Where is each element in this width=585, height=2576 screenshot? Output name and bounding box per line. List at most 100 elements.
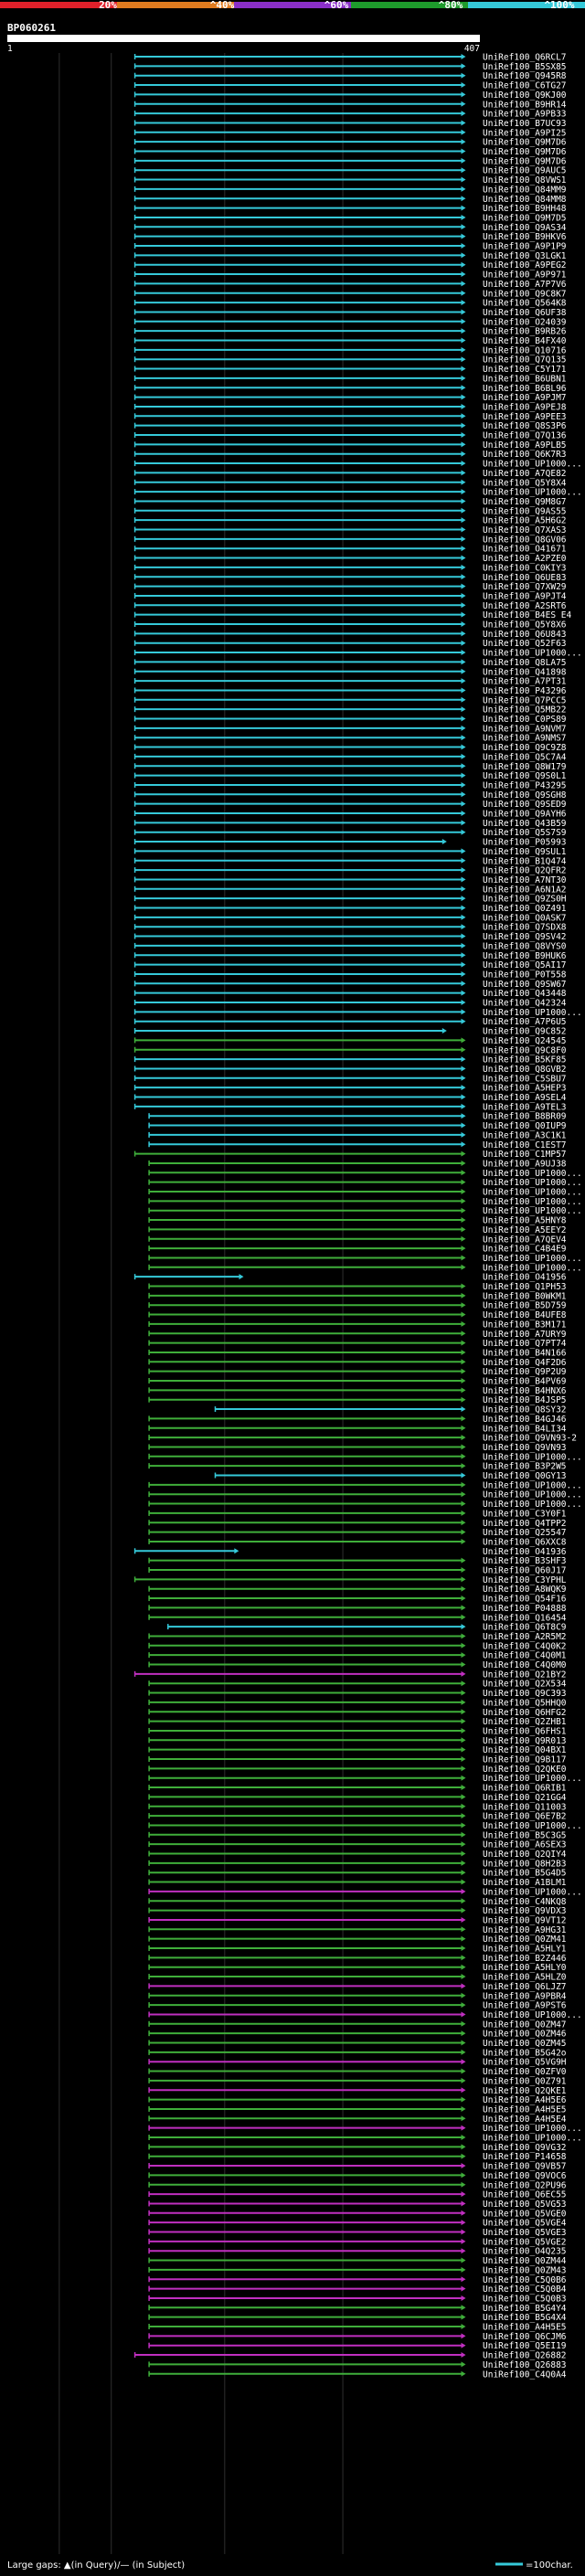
hit-row[interactable]: UniRef100_A7PT31 — [133, 677, 567, 687]
hit-label[interactable]: UniRef100_UP1000... — [483, 1500, 582, 1510]
hit-row[interactable]: UniRef100_UP1000... — [148, 1254, 582, 1264]
hit-row[interactable]: UniRef100_C5SBU7 — [133, 1074, 567, 1084]
hit-label[interactable]: UniRef100_A9PB33 — [483, 110, 567, 120]
hit-label[interactable]: UniRef100_B5G4D5 — [483, 1869, 567, 1879]
hit-row[interactable]: UniRef100_O41936 — [133, 1547, 567, 1557]
hit-row[interactable]: UniRef100_Q1PH53 — [148, 1282, 567, 1292]
hit-row[interactable]: UniRef100_Q2X534 — [148, 1680, 567, 1690]
hit-row[interactable]: UniRef100_Q0ZM46 — [148, 2030, 567, 2040]
hit-row[interactable]: UniRef100_A9PLB5 — [133, 440, 567, 451]
hit-row[interactable]: UniRef100_Q9B117 — [148, 1755, 567, 1765]
hit-label[interactable]: UniRef100_Q9SW67 — [483, 980, 567, 990]
hit-label[interactable]: UniRef100_A4H5E5 — [483, 2323, 567, 2333]
hit-label[interactable]: UniRef100_B9HH48 — [483, 204, 567, 214]
hit-label[interactable]: UniRef100_Q9M7D6 — [483, 138, 567, 148]
hit-row[interactable]: UniRef100_A9HG31 — [148, 1925, 567, 1935]
hit-row[interactable]: UniRef100_C4Q0A4 — [148, 2369, 567, 2380]
hit-label[interactable]: UniRef100_O41936 — [483, 1547, 567, 1557]
hit-label[interactable]: UniRef100_C5Q0B6 — [483, 2275, 567, 2285]
hit-row[interactable]: UniRef100_Q2QKE1 — [148, 2086, 567, 2096]
hit-label[interactable]: UniRef100_Q9SUL1 — [483, 847, 567, 857]
hit-row[interactable]: UniRef100_B5G4Y4 — [148, 2304, 567, 2314]
hit-row[interactable]: UniRef100_B3M171 — [148, 1320, 567, 1330]
hit-row[interactable]: UniRef100_A9TEL3 — [133, 1102, 567, 1112]
hit-row[interactable]: UniRef100_Q41898 — [133, 667, 567, 677]
hit-label[interactable]: UniRef100_Q8GVB2 — [483, 1065, 567, 1075]
hit-label[interactable]: UniRef100_Q6EC55 — [483, 2190, 567, 2200]
hit-label[interactable]: UniRef100_Q84MM9 — [483, 185, 567, 195]
hit-label[interactable]: UniRef100_C4Q0K2 — [483, 1641, 567, 1651]
hit-row[interactable]: UniRef100_Q9VN93 — [148, 1443, 567, 1453]
hit-label[interactable]: UniRef100_Q0GY13 — [483, 1471, 567, 1481]
hit-label[interactable]: UniRef100_Q8W179 — [483, 762, 567, 772]
hit-row[interactable]: UniRef100_C1EST7 — [148, 1140, 567, 1150]
hit-row[interactable]: UniRef100_B9HKV6 — [133, 232, 567, 242]
hit-row[interactable]: UniRef100_Q9SGH8 — [133, 790, 567, 800]
hit-row[interactable]: UniRef100_A5HLY1 — [148, 1945, 567, 1955]
hit-label[interactable]: UniRef100_UP1000... — [483, 1263, 582, 1273]
hit-label[interactable]: UniRef100_C5Q0B3 — [483, 2294, 567, 2304]
hit-label[interactable]: UniRef100_UP1000... — [483, 1206, 582, 1216]
hit-row[interactable]: UniRef100_A9SEL4 — [133, 1093, 567, 1103]
hit-label[interactable]: UniRef100_Q16454 — [483, 1613, 567, 1623]
hit-row[interactable]: UniRef100_Q9SUL1 — [133, 847, 567, 857]
hit-label[interactable]: UniRef100_A9PLB5 — [483, 440, 567, 451]
hit-row[interactable]: UniRef100_Q8S3P6 — [133, 421, 567, 431]
hit-label[interactable]: UniRef100_Q6HFG2 — [483, 1708, 567, 1718]
hit-row[interactable]: UniRef100_B6UBN1 — [133, 374, 567, 384]
hit-row[interactable]: UniRef100_UP1000... — [148, 1197, 582, 1207]
hit-row[interactable]: UniRef100_UP1000... — [133, 488, 582, 498]
hit-label[interactable]: UniRef100_A2PZE0 — [483, 554, 567, 564]
hit-label[interactable]: UniRef100_P0T558 — [483, 970, 567, 980]
hit-label[interactable]: UniRef100_P04888 — [483, 1604, 567, 1614]
hit-label[interactable]: UniRef100_Q7XW29 — [483, 582, 567, 592]
hit-label[interactable]: UniRef100_UP1000... — [483, 1178, 582, 1188]
hit-label[interactable]: UniRef100_B4HNX6 — [483, 1386, 567, 1396]
hit-label[interactable]: UniRef100_Q2ZHB1 — [483, 1717, 567, 1727]
hit-row[interactable]: UniRef100_A4H5E6 — [148, 2095, 567, 2105]
hit-row[interactable]: UniRef100_P04888 — [148, 1604, 567, 1614]
hit-label[interactable]: UniRef100_Q0ASK7 — [483, 913, 567, 923]
hit-row[interactable]: UniRef100_C5Q0B4 — [148, 2284, 567, 2295]
hit-row[interactable]: UniRef100_Q8LA75 — [133, 658, 567, 668]
hit-row[interactable]: UniRef100_Q6LJZ7 — [148, 1982, 567, 1992]
hit-row[interactable]: UniRef100_A5H6G2 — [133, 516, 567, 526]
hit-row[interactable]: UniRef100_A8WQK9 — [148, 1585, 567, 1595]
hit-label[interactable]: UniRef100_A7P6U5 — [483, 1017, 567, 1027]
hit-label[interactable]: UniRef100_Q5VGE0 — [483, 2209, 567, 2219]
hit-row[interactable]: UniRef100_Q5Y8X6 — [133, 620, 567, 631]
hit-label[interactable]: UniRef100_Q41898 — [483, 667, 567, 677]
hit-label[interactable]: UniRef100_Q9M7D6 — [483, 147, 567, 157]
hit-row[interactable]: UniRef100_UP1000... — [148, 1490, 582, 1500]
hit-row[interactable]: UniRef100_B9HUK6 — [133, 951, 567, 961]
hit-row[interactable]: UniRef100_Q9M8G7 — [133, 497, 567, 507]
hit-label[interactable]: UniRef100_UP1000... — [483, 1774, 582, 1784]
hit-label[interactable]: UniRef100_Q0IUP9 — [483, 1121, 567, 1131]
hit-label[interactable]: UniRef100_Q9R013 — [483, 1736, 567, 1746]
hit-row[interactable]: UniRef100_B1Q474 — [133, 856, 567, 866]
hit-row[interactable]: UniRef100_UP1000... — [148, 1178, 582, 1188]
hit-label[interactable]: UniRef100_A8WQK9 — [483, 1585, 567, 1595]
hit-label[interactable]: UniRef100_UP1000... — [483, 1480, 582, 1490]
hit-label[interactable]: UniRef100_Q8SY32 — [483, 1405, 567, 1415]
hit-row[interactable]: UniRef100_B9HH48 — [133, 204, 567, 214]
hit-label[interactable]: UniRef100_A9NVM7 — [483, 724, 567, 734]
hit-row[interactable]: UniRef100_Q2QFR2 — [133, 866, 567, 876]
hit-row[interactable]: UniRef100_B5D759 — [148, 1301, 567, 1311]
hit-row[interactable]: UniRef100_B4JSP5 — [148, 1395, 567, 1405]
hit-row[interactable]: UniRef100_UP1000... — [148, 2010, 582, 2020]
hit-label[interactable]: UniRef100_Q0ZM47 — [483, 2019, 567, 2030]
hit-row[interactable]: UniRef100_Q9AS34 — [133, 223, 567, 233]
hit-label[interactable]: UniRef100_B5C3G5 — [483, 1830, 567, 1840]
hit-row[interactable]: UniRef100_A5EEY2 — [148, 1225, 567, 1235]
hit-label[interactable]: UniRef100_A9P1P9 — [483, 242, 567, 252]
hit-row[interactable]: UniRef100_Q26883 — [148, 2360, 567, 2370]
hit-label[interactable]: UniRef100_Q21GG4 — [483, 1793, 567, 1803]
hit-label[interactable]: UniRef100_A2SRT6 — [483, 601, 567, 611]
hit-label[interactable]: UniRef100_A5HLZ0 — [483, 1973, 567, 1983]
hit-label[interactable]: UniRef100_B9HR14 — [483, 100, 567, 110]
hit-label[interactable]: UniRef100_Q26882 — [483, 2351, 567, 2361]
hit-row[interactable]: UniRef100_O4Q235 — [148, 2247, 567, 2257]
hit-row[interactable]: UniRef100_C4Q0M0 — [148, 1660, 567, 1670]
hit-row[interactable]: UniRef100_A7QE82 — [133, 469, 567, 479]
